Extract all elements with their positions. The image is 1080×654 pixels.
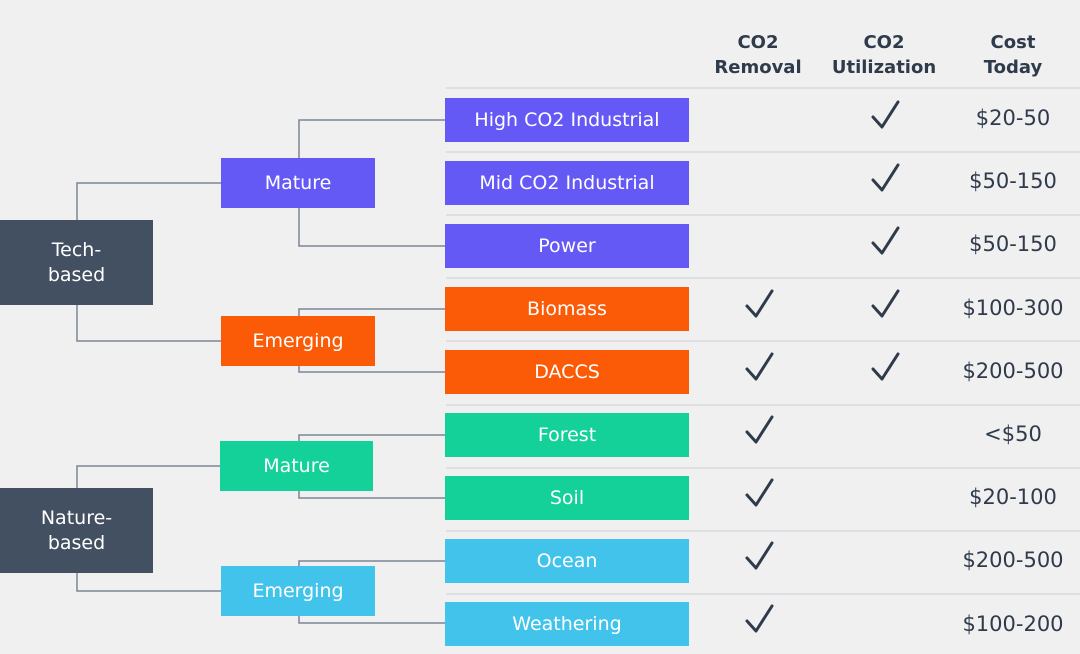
row-divider bbox=[446, 467, 1080, 469]
branch-tech-mature: Mature bbox=[221, 158, 375, 208]
checkmark-icon bbox=[745, 541, 774, 570]
leaf-biomass: Biomass bbox=[445, 287, 689, 331]
leaf-mid-co2-industrial: Mid CO2 Industrial bbox=[445, 161, 689, 205]
cost-value: $50-150 bbox=[969, 232, 1057, 256]
checkmark-icon bbox=[745, 289, 774, 318]
checkmark-icon bbox=[871, 100, 900, 129]
cost-value: $50-150 bbox=[969, 169, 1057, 193]
checkmark-icon bbox=[745, 604, 774, 633]
header-cost-today: Cost Today bbox=[983, 32, 1043, 78]
root-nature-based: Nature- based bbox=[0, 488, 153, 573]
cost-value: <$50 bbox=[984, 422, 1042, 446]
checkmark-icon bbox=[745, 415, 774, 444]
checkmark-icon bbox=[745, 478, 774, 507]
row-divider bbox=[446, 404, 1080, 406]
row-divider bbox=[446, 214, 1080, 216]
row-divider bbox=[446, 530, 1080, 532]
checkmark-icon bbox=[745, 352, 774, 381]
cost-value: $20-100 bbox=[969, 485, 1057, 509]
branch-tech-emerging: Emerging bbox=[221, 316, 375, 366]
leaf-power: Power bbox=[445, 224, 689, 268]
checkmark-icon bbox=[871, 352, 900, 381]
cost-value: $100-300 bbox=[962, 296, 1064, 320]
cost-value: $200-500 bbox=[962, 548, 1064, 572]
branch-nature-emerging: Emerging bbox=[221, 566, 375, 616]
row-divider bbox=[446, 87, 1080, 89]
leaf-high-co2-industrial: High CO2 Industrial bbox=[445, 98, 689, 142]
row-divider bbox=[446, 340, 1080, 342]
root-tech-based: Tech- based bbox=[0, 220, 153, 305]
leaf-weathering: Weathering bbox=[445, 602, 689, 646]
checkmark-icon bbox=[871, 163, 900, 192]
cost-value: $20-50 bbox=[975, 106, 1051, 130]
row-divider bbox=[446, 277, 1080, 279]
leaf-ocean: Ocean bbox=[445, 539, 689, 583]
row-divider bbox=[446, 593, 1080, 595]
checkmark-icon bbox=[871, 289, 900, 318]
leaf-forest: Forest bbox=[445, 413, 689, 457]
leaf-daccs: DACCS bbox=[445, 350, 689, 394]
leaf-soil: Soil bbox=[445, 476, 689, 520]
header-co2-utilization: CO2 Utilization bbox=[831, 32, 937, 78]
cost-value: $200-500 bbox=[962, 359, 1064, 383]
cost-value: $100-200 bbox=[962, 612, 1064, 636]
header-co2-removal: CO2 Removal bbox=[714, 32, 802, 78]
branch-nature-mature: Mature bbox=[220, 441, 373, 491]
row-divider bbox=[446, 151, 1080, 153]
checkmark-icon bbox=[871, 226, 900, 255]
